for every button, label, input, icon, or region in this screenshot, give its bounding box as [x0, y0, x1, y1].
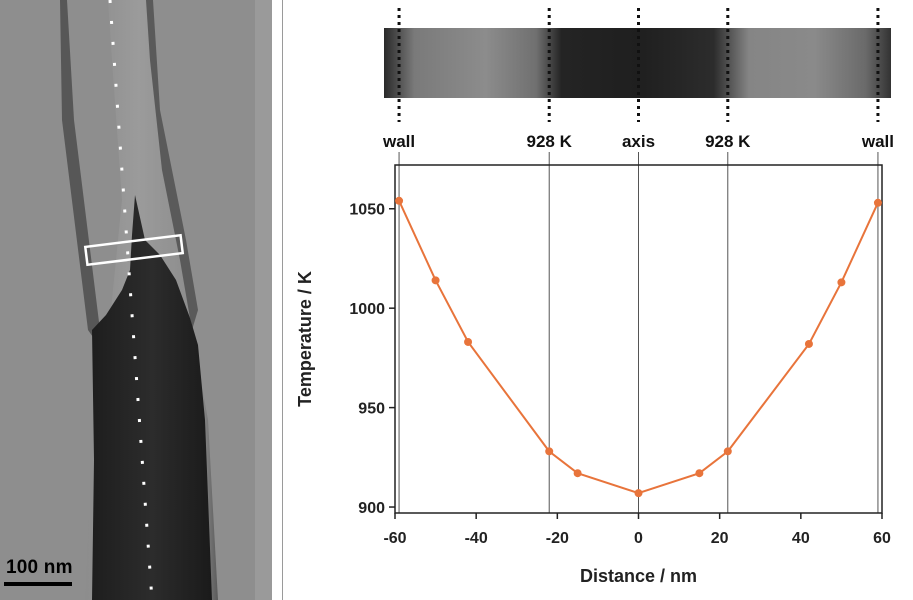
x-tick-label: -60	[383, 530, 406, 547]
data-point	[837, 278, 846, 287]
data-point	[723, 447, 732, 456]
x-tick-label: -40	[465, 530, 488, 547]
x-axis-title: Distance / nm	[580, 566, 697, 586]
scale-bar-label: 100 nm	[6, 557, 73, 578]
data-point	[464, 337, 473, 346]
y-tick-label: 950	[358, 401, 385, 418]
temperature-chart: wall 928 K axis 928 K wall -60 -40 -20 0 20 40 60 9…	[295, 8, 894, 586]
x-tick-label: -20	[546, 530, 569, 547]
data-point	[873, 198, 882, 207]
temperature-profile-panel: wall 928 K axis 928 K wall -60 -40 -20 0 20 40 60 9…	[282, 0, 913, 600]
data-point	[634, 489, 643, 498]
data-point	[431, 276, 440, 285]
x-tick-label: 0	[634, 530, 643, 547]
tem-micrograph: 100 nm	[0, 0, 272, 600]
scale-bar	[4, 582, 72, 586]
x-tick-label: 60	[873, 530, 891, 547]
y-tick-label: 900	[358, 500, 385, 517]
y-tick-label: 1000	[349, 301, 385, 318]
data-point	[395, 196, 404, 205]
reference-label: axis	[622, 132, 655, 151]
nanotube-image	[0, 0, 272, 600]
y-axis-title: Temperature / K	[295, 271, 315, 407]
reference-label: 928 K	[705, 132, 751, 151]
y-tick-label: 1050	[349, 202, 385, 219]
reference-label: 928 K	[527, 132, 573, 151]
data-point	[804, 339, 813, 348]
data-point	[695, 469, 704, 478]
x-tick-label: 20	[711, 530, 729, 547]
data-point	[545, 447, 554, 456]
reference-label: wall	[382, 132, 415, 151]
x-tick-label: 40	[792, 530, 810, 547]
reference-label: wall	[861, 132, 894, 151]
data-point	[573, 469, 582, 478]
